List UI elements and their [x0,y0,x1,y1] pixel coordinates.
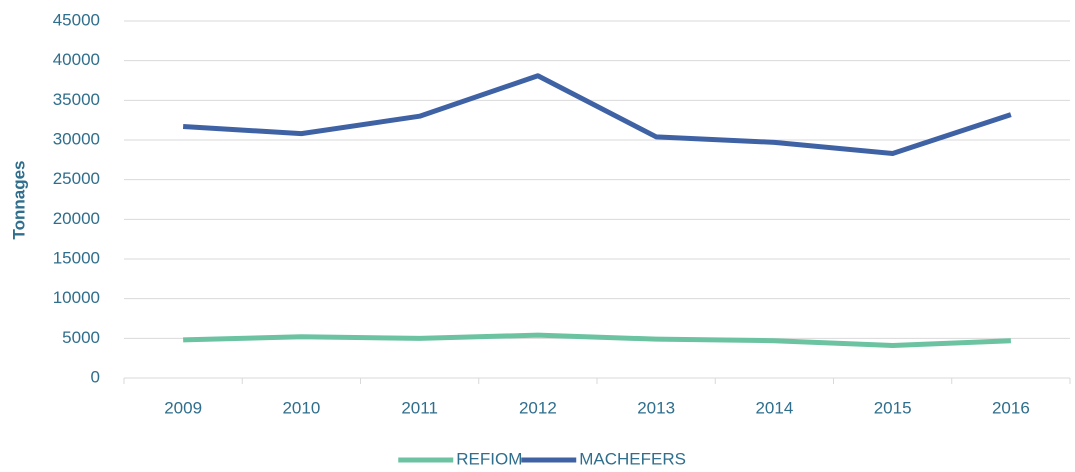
line-series [182,73,1012,156]
y-tick-label: 5000 [62,328,100,347]
x-tick-label: 2010 [282,398,320,417]
y-tick-label: 10000 [53,288,100,307]
y-tick-label: 40000 [53,50,100,69]
y-tick-label: 15000 [53,248,100,267]
x-tick-label: 2015 [874,398,912,417]
y-tick-label: 0 [91,367,100,386]
line-series [183,332,1011,348]
x-tick-label: 2016 [992,398,1030,417]
y-tick-label: 25000 [53,169,100,188]
y-tick-label: 45000 [53,10,100,29]
y-tick-label: 30000 [53,129,100,148]
x-tick-label: 2009 [164,398,202,417]
x-tick-label: 2013 [637,398,675,417]
y-tick-label: 35000 [53,90,100,109]
y-tick-label: 20000 [53,209,100,228]
y-axis-label: Tonnages [9,160,28,239]
x-tick-label: 2011 [401,398,438,417]
legend-label: REFIOM [456,449,522,468]
x-tick-label: 2012 [519,398,557,417]
x-tick-label: 2014 [755,398,793,417]
legend-label: MACHEFERS [579,449,686,468]
